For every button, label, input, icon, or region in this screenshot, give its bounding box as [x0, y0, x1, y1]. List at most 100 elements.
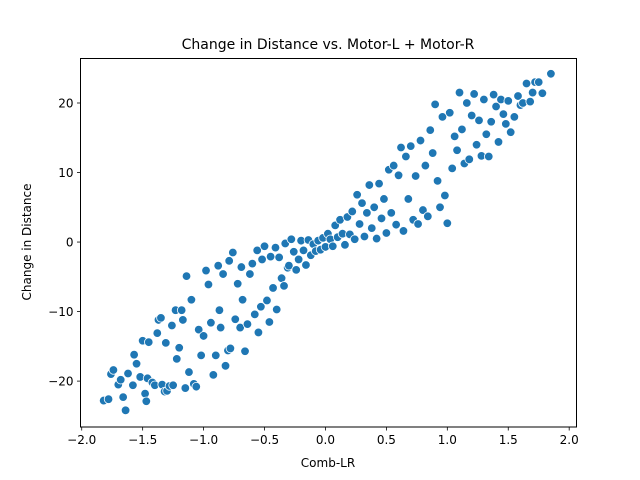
data-point — [546, 69, 556, 79]
data-point — [534, 77, 544, 87]
x-axis-ticks: −2.0 −1.5 −1.0 −0.5 0.0 0.5 1.0 1.5 2.0 — [67, 427, 579, 447]
data-point — [352, 190, 362, 200]
data-point — [493, 137, 504, 147]
data-point — [270, 242, 281, 253]
data-point — [268, 283, 278, 293]
data-point — [449, 131, 460, 142]
data-point — [491, 101, 501, 112]
chart-title: Change in Distance vs. Motor-L + Motor-R — [182, 37, 475, 53]
data-point — [498, 109, 509, 119]
data-point — [454, 87, 465, 98]
data-point — [469, 89, 479, 99]
data-point — [393, 170, 404, 181]
data-point — [225, 343, 236, 354]
data-point — [259, 241, 270, 251]
data-point — [256, 302, 266, 312]
data-point — [180, 383, 191, 393]
data-point — [388, 160, 399, 171]
data-point — [264, 317, 275, 327]
x-tick-label: −0.5 — [250, 433, 279, 447]
data-point — [118, 392, 128, 402]
data-point — [181, 271, 192, 281]
data-point — [298, 245, 309, 256]
data-point — [484, 151, 494, 162]
data-point — [140, 388, 150, 399]
data-point — [286, 234, 297, 244]
data-point — [257, 254, 267, 265]
data-point — [201, 265, 211, 276]
data-point — [237, 295, 248, 305]
data-point — [272, 304, 282, 315]
data-point — [413, 219, 423, 229]
data-point — [369, 202, 379, 212]
data-point — [108, 365, 119, 375]
data-point — [156, 313, 166, 323]
data-point — [350, 234, 360, 244]
data-point — [527, 87, 538, 98]
data-point — [364, 180, 375, 190]
data-point — [403, 194, 414, 204]
data-point — [252, 245, 262, 256]
data-point — [440, 190, 450, 201]
data-point — [242, 319, 253, 329]
data-point — [120, 405, 131, 416]
data-point — [284, 260, 294, 271]
data-point — [509, 112, 520, 122]
data-point — [328, 241, 338, 251]
data-point — [236, 262, 247, 272]
data-point — [230, 314, 240, 324]
data-point — [406, 141, 416, 151]
y-tick-label: 20 — [58, 96, 73, 110]
y-axis-ticks: −20 −10 0 10 20 — [48, 96, 81, 389]
data-point — [447, 163, 457, 174]
data-point — [196, 350, 206, 361]
x-tick-label: −1.0 — [189, 433, 218, 447]
data-point — [240, 346, 250, 356]
data-point — [141, 396, 152, 406]
data-point — [437, 112, 448, 122]
data-point — [198, 331, 209, 341]
data-point — [420, 160, 431, 171]
data-point — [144, 337, 154, 347]
x-tick-label: 0.5 — [377, 433, 396, 447]
data-point — [247, 258, 258, 269]
data-point — [224, 256, 234, 266]
data-point — [167, 320, 177, 331]
x-tick-label: 1.5 — [499, 433, 518, 447]
data-point — [116, 375, 126, 385]
data-point — [203, 279, 214, 290]
data-point — [427, 148, 438, 158]
x-axis-label: Comb-LR — [301, 456, 355, 470]
data-point — [215, 322, 226, 333]
data-point — [430, 99, 440, 110]
data-point — [362, 208, 372, 218]
data-point — [391, 219, 401, 230]
data-point — [161, 338, 171, 348]
data-point — [379, 194, 389, 204]
points-layer — [98, 69, 556, 416]
data-point — [525, 96, 535, 107]
x-tick-label: 2.0 — [560, 433, 579, 447]
data-point — [425, 125, 435, 135]
y-tick-label: −10 — [48, 305, 73, 319]
data-point — [374, 178, 384, 189]
data-point — [168, 380, 178, 390]
x-tick-label: −2.0 — [67, 433, 96, 447]
data-point — [457, 124, 467, 135]
data-point — [398, 226, 409, 236]
data-point — [131, 359, 142, 369]
data-point — [481, 129, 492, 139]
data-point — [479, 94, 489, 105]
data-point — [423, 211, 433, 222]
data-point — [123, 368, 133, 379]
data-point — [445, 108, 455, 118]
data-point — [253, 327, 264, 338]
data-point — [218, 269, 228, 279]
data-point — [208, 370, 219, 380]
data-point — [410, 171, 421, 181]
data-point — [279, 281, 289, 291]
data-point — [435, 202, 445, 212]
data-point — [371, 233, 382, 244]
data-point — [191, 381, 201, 392]
